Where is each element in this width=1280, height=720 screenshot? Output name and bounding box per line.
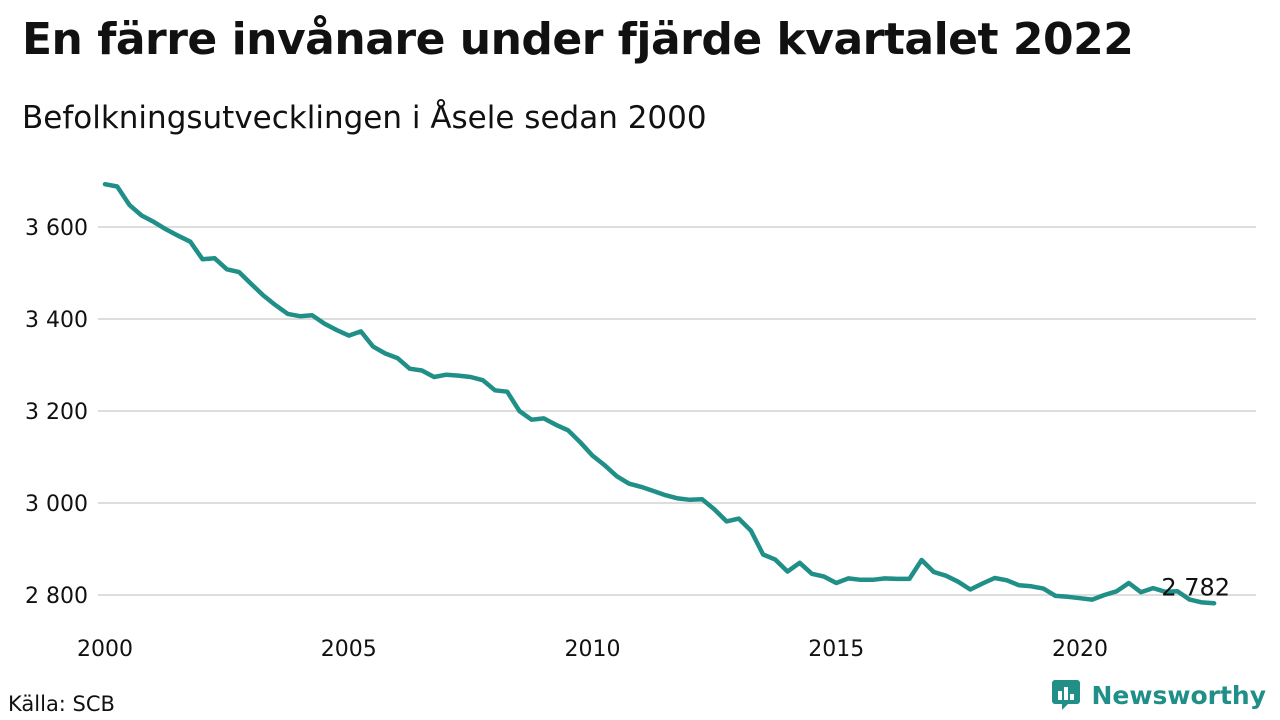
y-tick-label: 3 600 [25, 216, 88, 241]
y-tick-label: 2 800 [25, 584, 88, 609]
y-tick-label: 3 000 [25, 492, 88, 517]
x-tick-label: 2005 [321, 637, 377, 662]
newsworthy-logo-icon [1051, 680, 1080, 710]
source-note: Källa: SCB [8, 692, 115, 716]
y-tick-label: 3 400 [25, 308, 88, 333]
x-tick-label: 2020 [1052, 637, 1108, 662]
x-tick-label: 2000 [77, 637, 133, 662]
series-line [102, 181, 1217, 606]
x-tick-label: 2015 [808, 637, 864, 662]
x-tick-label: 2010 [565, 637, 621, 662]
chart-title: En färre invånare under fjärde kvartalet… [22, 14, 1134, 65]
chart-subtitle: Befolkningsutvecklingen i Åsele sedan 20… [22, 100, 707, 136]
y-tick-label: 3 200 [25, 400, 88, 425]
brand-logo: Newsworthy [1050, 678, 1267, 712]
end-value-label: 2 782 [1161, 573, 1230, 601]
brand-name: Newsworthy [1091, 680, 1267, 710]
